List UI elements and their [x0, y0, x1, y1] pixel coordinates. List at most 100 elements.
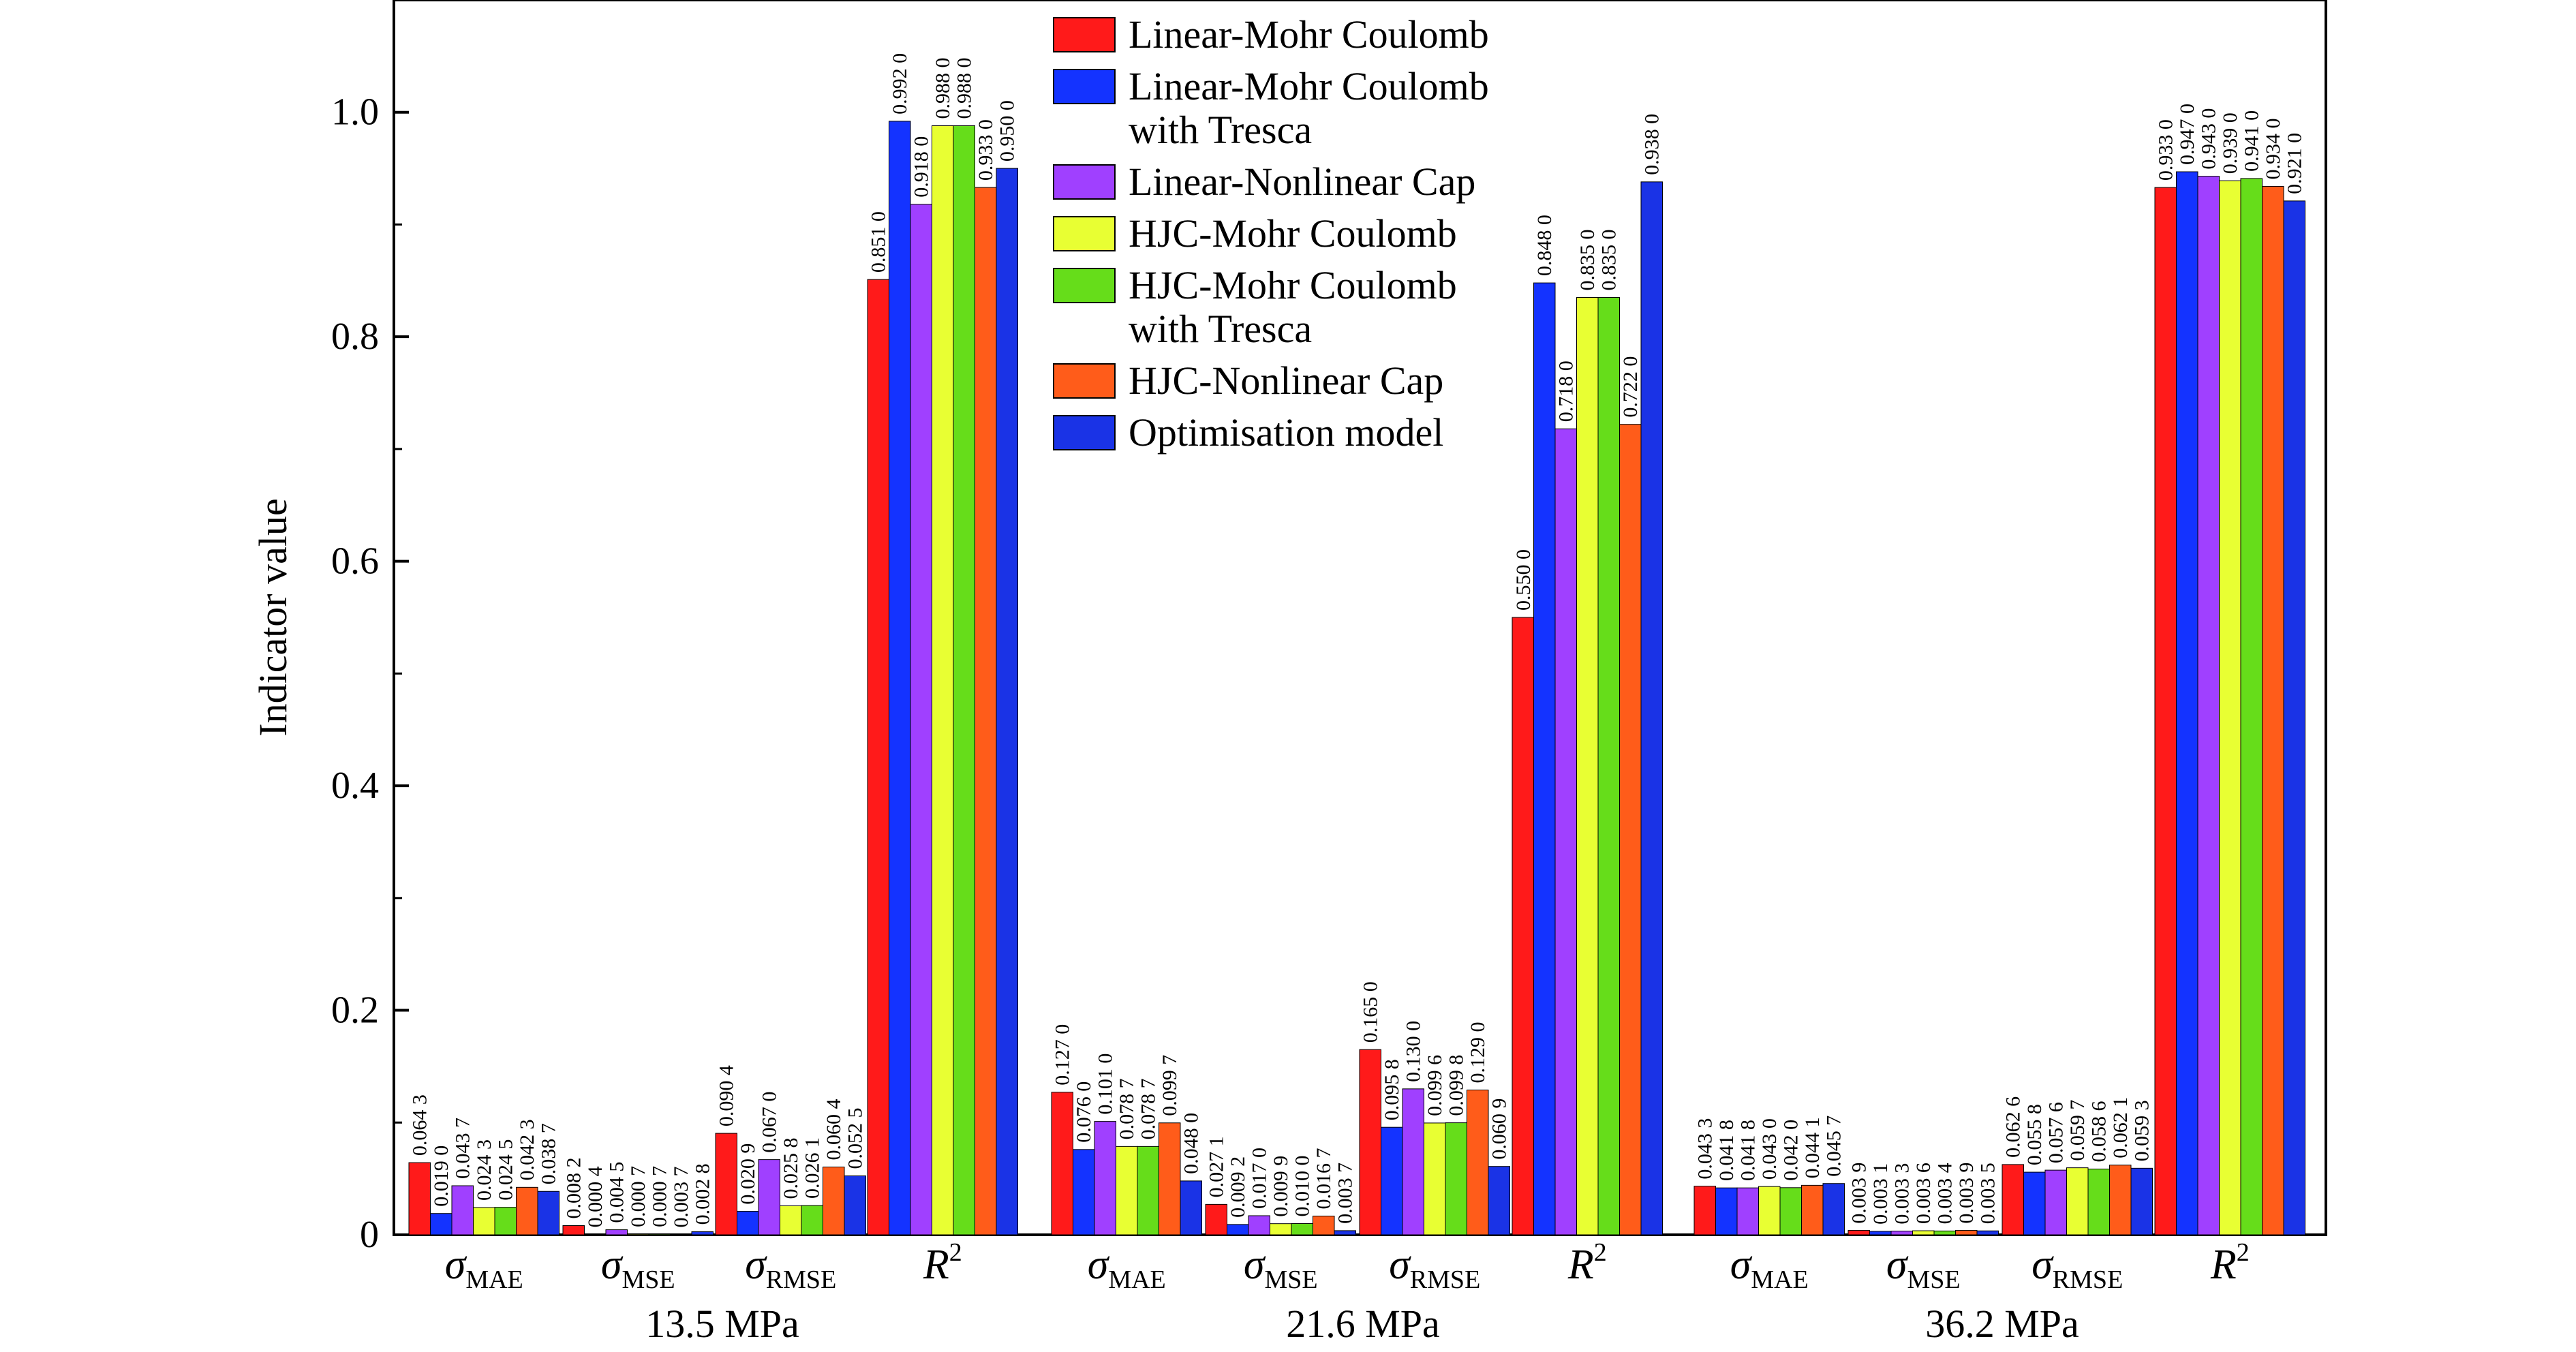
bar	[758, 1159, 780, 1235]
data-label: 0.008 2	[563, 1157, 585, 1218]
bar	[562, 1225, 585, 1235]
bar	[1359, 1049, 1381, 1235]
bar	[691, 1231, 714, 1235]
data-label: 0.003 3	[1891, 1163, 1914, 1225]
bar	[1445, 1122, 1467, 1235]
bar	[2197, 176, 2220, 1235]
x-group-label: 13.5 MPa	[645, 1302, 799, 1346]
data-label: 0.009 9	[1270, 1156, 1292, 1217]
x-category-label: σMSE	[1886, 1242, 1961, 1294]
x-group-label: 21.6 MPa	[1286, 1302, 1440, 1346]
data-label: 0.060 9	[1488, 1098, 1511, 1160]
bar	[1270, 1223, 1292, 1235]
data-label: 0.550 0	[1512, 549, 1535, 611]
data-label: 0.042 0	[1780, 1120, 1803, 1181]
bar	[2109, 1165, 2132, 1235]
data-label: 0.043 3	[1694, 1118, 1717, 1180]
data-label: 0.095 8	[1381, 1059, 1403, 1120]
bar	[1227, 1224, 1249, 1235]
bar	[2154, 187, 2177, 1235]
data-label: 0.042 3	[516, 1119, 538, 1180]
data-label: 0.003 5	[1977, 1163, 1999, 1224]
bar	[2262, 185, 2284, 1235]
data-label: 0.043 7	[452, 1118, 474, 1179]
bar	[430, 1213, 453, 1235]
legend-label: with Tresca	[1129, 307, 1312, 351]
bar	[473, 1207, 495, 1235]
data-label: 0.722 0	[1619, 356, 1642, 418]
data-label: 0.003 9	[1955, 1163, 1978, 1224]
bar	[1051, 1092, 1073, 1235]
data-label: 0.027 1	[1206, 1136, 1228, 1197]
data-label: 0.003 9	[1848, 1163, 1871, 1224]
data-label: 0.165 0	[1360, 981, 1382, 1043]
x-category-label: σMSE	[1244, 1242, 1318, 1294]
bar	[780, 1205, 802, 1235]
y-tick-label: 0	[360, 1214, 379, 1256]
bar	[1248, 1215, 1270, 1235]
data-label: 0.130 0	[1402, 1021, 1425, 1082]
data-label: 0.988 0	[953, 57, 976, 119]
data-label: 0.947 0	[2176, 104, 2198, 165]
data-label: 0.835 0	[1576, 230, 1599, 291]
data-label: 0.024 3	[473, 1139, 495, 1201]
bar	[584, 1233, 607, 1235]
data-label: 0.835 0	[1598, 230, 1621, 291]
x-category-label: σRMSE	[2031, 1242, 2123, 1294]
data-label: 0.004 5	[606, 1162, 628, 1223]
data-label: 0.848 0	[1533, 215, 1556, 276]
bar	[2044, 1169, 2067, 1235]
data-label: 0.041 8	[1737, 1120, 1760, 1181]
y-tick-label: 0.4	[331, 765, 379, 807]
bar	[1822, 1183, 1845, 1235]
data-label: 0.045 7	[1823, 1116, 1845, 1177]
bar	[1381, 1126, 1403, 1235]
bar	[1869, 1231, 1892, 1235]
y-tick-label: 0.2	[331, 989, 379, 1032]
data-label: 0.057 6	[2045, 1102, 2068, 1163]
bar	[889, 121, 911, 1235]
bar	[1847, 1230, 1870, 1235]
data-label: 0.099 7	[1159, 1055, 1181, 1116]
bar	[1576, 297, 1599, 1235]
bar	[1976, 1230, 1999, 1235]
bar	[2066, 1167, 2089, 1235]
bar	[1715, 1187, 1738, 1235]
bar	[627, 1233, 649, 1235]
data-label: 0.060 4	[823, 1099, 845, 1161]
data-label: 0.064 3	[409, 1094, 431, 1156]
data-label: 0.003 6	[1912, 1163, 1935, 1224]
legend-label: with Tresca	[1129, 108, 1312, 152]
data-label: 0.044 1	[1801, 1117, 1824, 1178]
bar	[408, 1162, 431, 1235]
bar	[1402, 1088, 1424, 1235]
legend-swatch	[1053, 415, 1116, 450]
bar	[1334, 1230, 1356, 1235]
bar	[1779, 1187, 1802, 1235]
bar	[2219, 180, 2241, 1235]
bar	[867, 279, 889, 1235]
data-label: 0.941 0	[2241, 110, 2263, 172]
bar	[451, 1185, 474, 1235]
bar	[844, 1176, 866, 1235]
data-label: 0.003 4	[1934, 1163, 1957, 1224]
data-label: 0.026 1	[801, 1137, 824, 1199]
legend-label: HJC-Mohr Coulomb	[1129, 263, 1457, 307]
x-category-label: σRMSE	[745, 1242, 836, 1294]
data-label: 0.025 8	[780, 1138, 802, 1199]
data-label: 0.992 0	[889, 53, 911, 114]
data-label: 0.017 0	[1248, 1148, 1271, 1209]
data-label: 0.009 2	[1227, 1156, 1249, 1218]
data-label: 0.101 0	[1094, 1054, 1117, 1115]
bar	[1933, 1230, 1956, 1235]
data-label: 0.127 0	[1052, 1024, 1074, 1086]
bar	[1094, 1121, 1116, 1235]
data-label: 0.003 7	[670, 1167, 692, 1228]
x-category-label: σMSE	[601, 1242, 675, 1294]
bar	[2176, 171, 2198, 1235]
data-label: 0.067 0	[758, 1092, 781, 1153]
bar	[1890, 1231, 1913, 1235]
data-label: 0.943 0	[2198, 108, 2220, 170]
data-label: 0.000 4	[584, 1166, 607, 1227]
bar	[1554, 428, 1577, 1235]
